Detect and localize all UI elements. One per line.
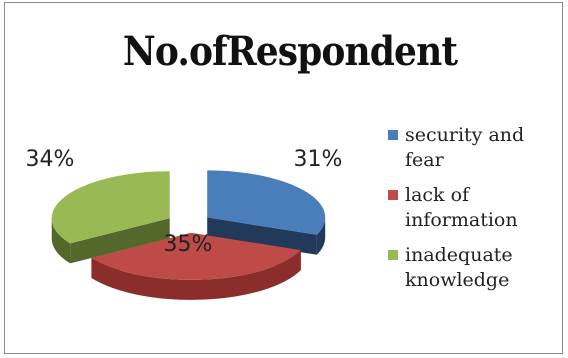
- legend: security and fear lack of information in…: [388, 123, 558, 303]
- pie-slice-security-and-fear: [207, 170, 326, 235]
- chart-area: [4, 2, 563, 354]
- pie-slice-inadequate-knowledge: [51, 171, 170, 244]
- chart-title: No.ofRespondent: [122, 28, 458, 75]
- legend-label: security and fear: [405, 124, 525, 171]
- legend-label: lack of information: [405, 184, 518, 231]
- pie-data-labels: 31% 35% 34%: [26, 147, 343, 257]
- legend-swatch-icon: [388, 190, 398, 200]
- pie-slice-side-security-and-fear: [316, 217, 326, 255]
- legend-swatch-icon: [388, 250, 398, 260]
- legend-item-security-and-fear: security and fear: [388, 123, 558, 173]
- data-label-inadequate-knowledge: 34%: [26, 147, 75, 172]
- legend-item-lack-of-information: lack of information: [388, 183, 558, 233]
- pie-slice-wall-security-and-fear-1: [207, 217, 317, 255]
- pie-tops: [51, 170, 326, 280]
- pie-slice-lack-of-information: [91, 232, 301, 280]
- pie-slice-wall-inadequate-knowledge-0: [70, 218, 170, 264]
- data-label-lack-of-information: 35%: [164, 232, 213, 257]
- pie-slice-side-inadequate-knowledge: [51, 218, 71, 264]
- legend-item-inadequate-knowledge: inadequate knowledge: [388, 243, 558, 293]
- pie-slice-side-lack-of-information: [91, 250, 301, 300]
- legend-swatch-icon: [388, 130, 398, 140]
- data-label-security-and-fear: 31%: [294, 147, 343, 172]
- legend-label: inadequate knowledge: [405, 244, 513, 291]
